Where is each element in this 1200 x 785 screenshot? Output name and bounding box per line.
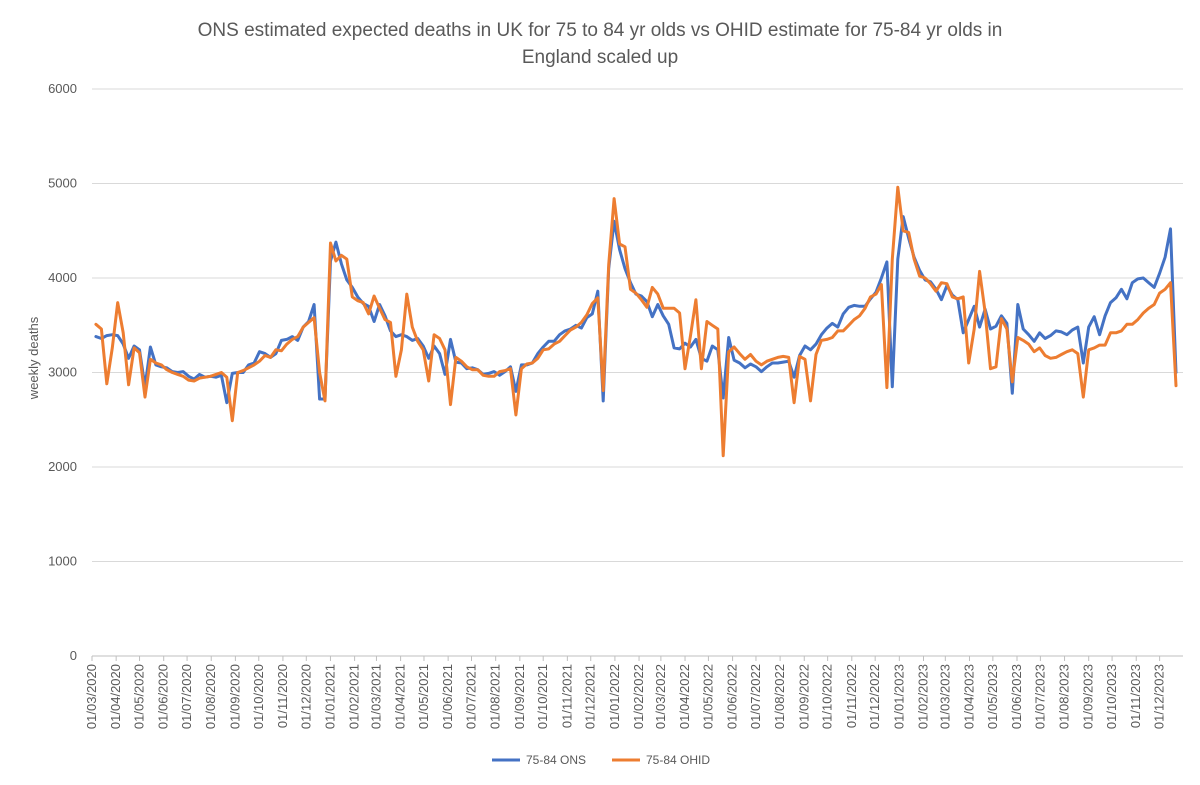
x-tick-label: 01/10/2021 (535, 664, 550, 729)
x-tick-label: 01/03/2022 (653, 664, 668, 729)
legend-label-ohid: 75-84 OHID (646, 753, 710, 767)
x-tick-label: 01/05/2022 (700, 664, 715, 729)
legend-label-ons: 75-84 ONS (526, 753, 586, 767)
y-tick-label: 5000 (48, 176, 77, 191)
x-tick-label: 01/04/2020 (108, 664, 123, 729)
x-tick-label: 01/01/2021 (322, 664, 337, 729)
x-tick-label: 01/12/2021 (583, 664, 598, 729)
x-tick-label: 01/02/2021 (347, 664, 362, 729)
x-tick-label: 01/05/2021 (416, 664, 431, 729)
x-tick-label: 01/02/2022 (631, 664, 646, 729)
x-tick-label: 01/06/2023 (1009, 664, 1024, 729)
x-tick-label: 01/12/2022 (867, 664, 882, 729)
x-tick-label: 01/03/2023 (937, 664, 952, 729)
x-tick-label: 01/05/2023 (985, 664, 1000, 729)
x-tick-label: 01/11/2021 (559, 664, 574, 728)
y-tick-label: 3000 (48, 365, 77, 380)
x-tick-label: 01/05/2020 (132, 664, 147, 729)
legend: 75-84 ONS 75-84 OHID (492, 753, 710, 767)
x-tick-label: 01/12/2020 (298, 664, 313, 729)
x-tick-label: 01/08/2021 (488, 664, 503, 729)
x-tick-label: 01/04/2023 (961, 664, 976, 729)
x-tick-label: 01/10/2020 (251, 664, 266, 729)
x-tick-label: 01/07/2020 (179, 664, 194, 729)
x-tick-label: 01/03/2020 (84, 664, 99, 729)
x-tick-label: 01/08/2020 (203, 664, 218, 729)
y-tick-label: 0 (70, 648, 77, 663)
chart-title-line-2: England scaled up (522, 47, 678, 68)
x-tick-label: 01/11/2022 (844, 664, 859, 728)
x-tick-label: 01/02/2023 (915, 664, 930, 729)
x-tick-label: 01/10/2023 (1104, 664, 1119, 729)
x-tick-label: 01/09/2022 (796, 664, 811, 729)
x-tick-label: 01/11/2020 (275, 664, 290, 728)
y-axis-label: weekly deaths (26, 316, 41, 400)
x-tick-label: 01/01/2022 (607, 664, 622, 729)
x-tick-label: 01/07/2022 (748, 664, 763, 729)
x-tick-label: 01/07/2023 (1032, 664, 1047, 729)
y-gridlines (92, 88, 1183, 657)
x-tick-labels: 01/03/2020 01/04/2020 01/05/2020 01/06/2020… (84, 656, 1167, 729)
x-tick-label: 01/03/2021 (368, 664, 383, 729)
x-tick-label: 01/06/2020 (156, 664, 171, 729)
x-tick-label: 01/09/2023 (1081, 664, 1096, 729)
x-tick-label: 01/07/2021 (464, 664, 479, 729)
series-lines (94, 185, 1178, 458)
x-tick-label: 01/08/2023 (1057, 664, 1072, 729)
y-tick-label: 4000 (48, 270, 77, 285)
x-tick-label: 01/01/2023 (891, 664, 906, 729)
x-tick-label: 01/10/2022 (820, 664, 835, 729)
series-line-ohid (94, 185, 1178, 458)
x-tick-label: 01/09/2020 (227, 664, 242, 729)
y-tick-label: 1000 (48, 554, 77, 569)
x-tick-label: 01/09/2021 (512, 664, 527, 729)
y-tick-labels: 0 1000 2000 3000 4000 5000 6000 (48, 81, 77, 663)
x-tick-label: 01/04/2022 (677, 664, 692, 729)
x-tick-label: 01/04/2021 (393, 664, 408, 729)
x-tick-label: 01/06/2022 (725, 664, 740, 729)
x-tick-label: 01/11/2023 (1128, 664, 1143, 728)
x-tick-label: 01/08/2022 (772, 664, 787, 729)
y-tick-label: 6000 (48, 81, 77, 96)
x-tick-label: 01/12/2023 (1152, 664, 1167, 729)
x-tick-label: 01/06/2021 (440, 664, 455, 729)
chart-title-line-1: ONS estimated expected deaths in UK for … (198, 20, 1003, 41)
y-tick-label: 2000 (48, 459, 77, 474)
